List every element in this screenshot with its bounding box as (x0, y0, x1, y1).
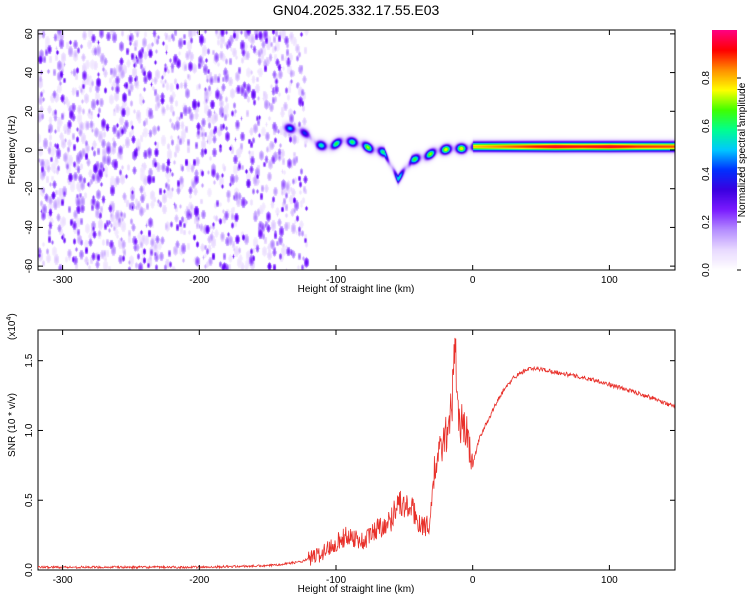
snr-y-tick-label: 1.0 (24, 423, 35, 437)
colorbar-gradient (712, 30, 737, 270)
snr-x-tick-label: 0 (470, 575, 476, 586)
snr-x-tick-label: -300 (53, 575, 73, 586)
colorbar-ticks: 0.0 0.2 0.4 0.6 0.8 (701, 71, 741, 277)
snr-y-label: SNR (10 * v/v) (7, 393, 18, 457)
colorbar-label: Normalized spectral amplitude (737, 82, 748, 217)
spectrogram-y-axis: -60 -40 -20 0 20 40 60 (24, 28, 675, 273)
colorbar-tick-label: 0.8 (701, 71, 712, 85)
snr-x-tick-label: 100 (601, 575, 618, 586)
chart-title: GN04.2025.332.17.55.E03 (273, 2, 440, 18)
snr-x-tick-label: -100 (326, 575, 346, 586)
spectrogram-y-tick-label: 0 (24, 147, 35, 153)
snr-y-tick-label: 0.5 (24, 493, 35, 507)
spectrogram-y-tick-label: -40 (24, 220, 35, 235)
snr-panel: -300 -200 -100 0 100 0.0 0.5 1.0 1.5 Height of … (6, 313, 676, 595)
colorbar-tick-label: 0.6 (701, 119, 712, 133)
spectrogram-y-tick-label: 20 (24, 105, 35, 117)
spectrogram-x-tick-label: -200 (189, 275, 209, 286)
snr-x-axis: -300 -200 -100 0 100 (53, 330, 618, 586)
spectrogram-x-label: Height of straight line (km) (298, 284, 415, 295)
snr-x-label: Height of straight line (km) (298, 584, 415, 595)
colorbar-tick-label: 0.4 (701, 167, 712, 181)
snr-series-line (38, 337, 675, 570)
colorbar: 0.0 0.2 0.4 0.6 0.8 Normalized spectral ampl… (701, 30, 748, 277)
colorbar-tick-label: 0.0 (701, 263, 712, 277)
snr-y-tick-label: 0.0 (24, 563, 35, 577)
colorbar-tick-label: 0.2 (701, 215, 712, 229)
spectrogram-y-tick-label: 40 (24, 67, 35, 79)
spectrogram-x-tick-label: -300 (53, 275, 73, 286)
snr-frame (37, 329, 676, 571)
spectrogram-y-tick-label: -20 (24, 181, 35, 196)
spectrogram-x-axis: -300 -200 -100 0 100 (53, 30, 618, 286)
snr-y-axis: 0.0 0.5 1.0 1.5 (24, 353, 675, 577)
spectrogram-y-label: Frequency (Hz) (7, 116, 18, 185)
spectrogram-y-tick-label: -60 (24, 258, 35, 273)
snr-x-tick-label: -200 (189, 575, 209, 586)
spectrogram-x-tick-label: 100 (601, 275, 618, 286)
spectrogram-x-tick-label: -100 (326, 275, 346, 286)
snr-y-multiplier: (x104) (6, 313, 18, 340)
snr-y-tick-label: 1.5 (24, 353, 35, 367)
spectrogram-x-tick-label: 0 (470, 275, 476, 286)
spectrogram-y-tick-label: 60 (24, 28, 35, 40)
spectrogram-image (38, 30, 675, 270)
